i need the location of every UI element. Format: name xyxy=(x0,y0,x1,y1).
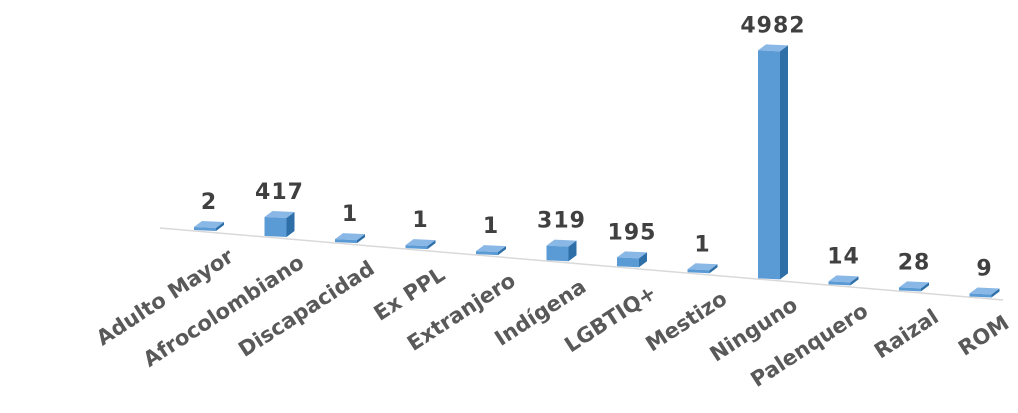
bar-side-face xyxy=(216,222,224,231)
data-label-palenquero: 14 xyxy=(827,244,860,269)
bar-front-face xyxy=(264,216,287,238)
bar-front-face xyxy=(335,239,357,244)
bars-layer xyxy=(194,44,1000,298)
data-label-rom: 9 xyxy=(976,256,992,281)
category-label-rom: ROM xyxy=(954,311,1013,361)
data-label-raizal: 28 xyxy=(898,250,931,275)
bar-side-face xyxy=(286,211,295,238)
bar-mestizo xyxy=(687,263,718,274)
bar-discapacidad xyxy=(335,233,365,244)
data-labels-layer: 2 417 1 1 1 319 195 1 4982 14 28 9 xyxy=(201,13,992,281)
bar-top-face xyxy=(476,245,506,253)
data-label-extranjero: 1 xyxy=(483,214,499,239)
bar-top-face xyxy=(899,281,929,289)
bar-rom xyxy=(969,287,1000,298)
bar-top-face xyxy=(687,263,718,271)
bar-top-face xyxy=(969,287,1000,295)
bar-indigena xyxy=(546,239,577,262)
category-label-discapacidad: Discapacidad xyxy=(234,256,379,362)
data-label-lgbtiq: 195 xyxy=(608,220,657,245)
category-labels-layer: Adulto MayorAfrocolombianoDiscapacidadEx… xyxy=(92,244,1013,392)
bar-top-face xyxy=(194,221,224,228)
bar-front-face xyxy=(405,245,428,250)
bar-side-face xyxy=(357,234,365,244)
bar-adulto-mayor xyxy=(194,221,224,231)
bar-side-face xyxy=(568,240,577,262)
bar-afrocolombiano xyxy=(264,210,295,238)
bar-front-face xyxy=(476,251,498,256)
bar-side-face xyxy=(639,252,647,268)
bar-front-face xyxy=(828,281,851,286)
data-label-mestizo: 1 xyxy=(694,232,710,257)
bar-top-face xyxy=(617,251,647,259)
bar-front-face xyxy=(687,269,710,274)
data-label-adulto-mayor: 2 xyxy=(201,190,217,215)
bar-top-face xyxy=(335,233,365,241)
data-label-ninguno: 4982 xyxy=(740,13,805,38)
category-label-raizal: Raizal xyxy=(870,304,943,363)
bar-top-face xyxy=(828,275,859,283)
data-label-afrocolombiano: 417 xyxy=(255,180,304,205)
bar-raizal xyxy=(899,281,929,292)
bar-front-face xyxy=(546,245,569,262)
bar-side-face xyxy=(991,288,1000,298)
bar-extranjero xyxy=(476,245,506,256)
bar-front-face xyxy=(969,293,992,298)
bar-top-face xyxy=(546,239,577,247)
bar-front-face xyxy=(899,287,921,292)
bar-top-face xyxy=(264,210,295,218)
x-axis-line xyxy=(159,227,1004,301)
data-label-ex-ppl: 1 xyxy=(412,208,428,233)
bar-front-face xyxy=(758,50,780,280)
bar-side-face xyxy=(921,282,929,292)
bar-front-face xyxy=(194,227,216,231)
bar-palenquero xyxy=(828,275,859,286)
bar-side-face xyxy=(709,264,718,274)
bar-front-face xyxy=(617,257,639,268)
bar-ninguno xyxy=(758,44,788,280)
bar-side-face xyxy=(498,246,506,256)
bar-lgbtiq xyxy=(617,251,647,268)
bar-top-face xyxy=(405,239,436,247)
bar-ex-ppl xyxy=(405,239,436,250)
data-label-discapacidad: 1 xyxy=(342,202,358,227)
bar-side-face xyxy=(427,240,436,250)
bar-side-face xyxy=(850,276,859,286)
bar-side-face xyxy=(780,45,788,280)
bar-top-face xyxy=(758,44,788,52)
data-label-indigena: 319 xyxy=(537,209,586,234)
